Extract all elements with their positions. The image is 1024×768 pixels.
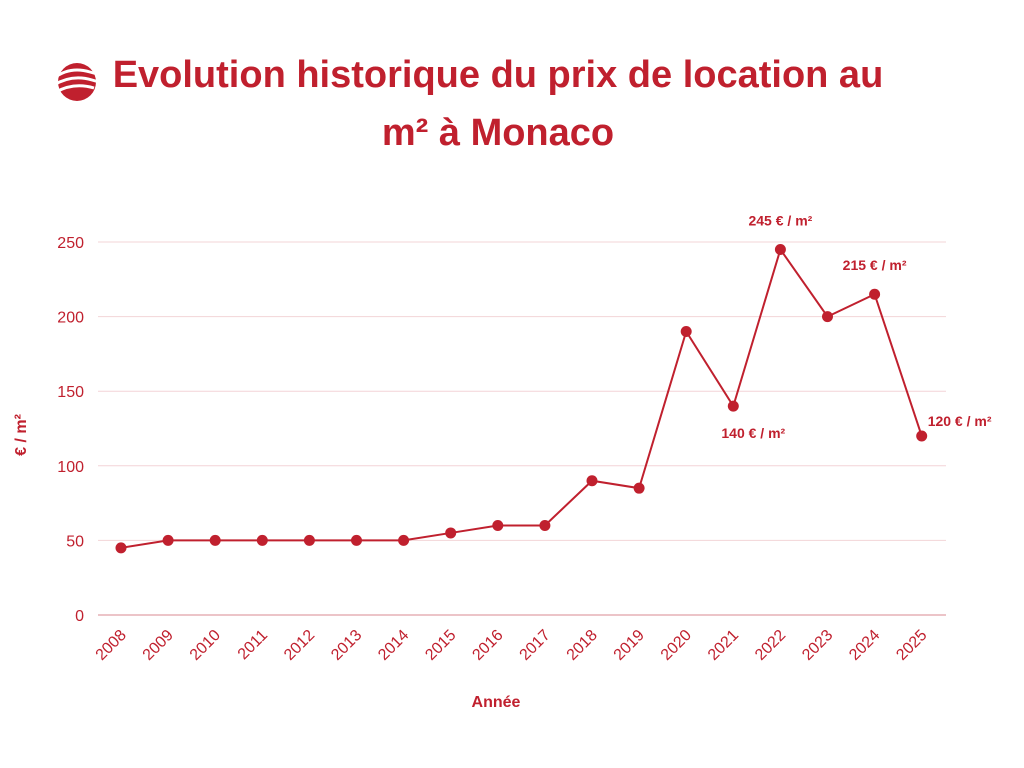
data-point — [162, 534, 174, 546]
x-tick-label: 2013 — [328, 627, 365, 664]
data-point — [539, 519, 551, 531]
data-point — [633, 482, 645, 494]
y-tick-label: 50 — [66, 533, 84, 550]
data-labels: 140 € / m² 245 € / m² 215 € / m² 120 € / m² — [721, 212, 991, 441]
data-point — [115, 542, 127, 554]
x-tick-label: 2018 — [564, 627, 601, 664]
x-axis-title: Année — [472, 694, 521, 711]
data-point — [727, 400, 739, 412]
x-tick-label: 2021 — [705, 627, 742, 664]
y-tick-label: 250 — [57, 235, 84, 252]
data-label: 245 € / m² — [748, 212, 812, 228]
data-point — [303, 534, 315, 546]
x-tick-label: 2010 — [187, 627, 224, 664]
x-tick-label: 2025 — [893, 627, 930, 664]
x-tick-label: 2017 — [517, 627, 554, 664]
y-tick-label: 100 — [57, 459, 84, 476]
data-point — [256, 534, 268, 546]
y-tick-labels: 0 50 100 150 200 250 — [57, 235, 84, 625]
data-label: 215 € / m² — [843, 257, 907, 273]
data-point — [822, 311, 833, 323]
x-tick-label: 2012 — [281, 627, 318, 664]
data-point — [445, 527, 457, 539]
x-tick-label: 2020 — [658, 627, 695, 664]
series-line — [120, 247, 923, 549]
data-point — [398, 534, 410, 546]
data-point — [492, 519, 504, 531]
x-tick-label: 2009 — [140, 627, 177, 664]
x-tick-label: 2022 — [752, 627, 789, 664]
x-tick-label: 2023 — [799, 627, 836, 664]
data-points — [115, 243, 928, 554]
x-tick-label: 2024 — [846, 627, 883, 664]
grid-lines — [98, 241, 946, 616]
data-label: 140 € / m² — [721, 425, 785, 441]
data-point — [351, 534, 362, 546]
data-label: 120 € / m² — [928, 413, 992, 429]
x-tick-label: 2019 — [611, 627, 648, 664]
x-tick-labels: 2008 2009 2010 2011 2012 2013 2014 2015 2016 2017… — [93, 627, 931, 664]
chart-title: Evolution historique du prix de location… — [112, 54, 884, 154]
data-point — [586, 475, 598, 487]
x-tick-label: 2011 — [235, 627, 271, 663]
y-axis-title: € / m² — [13, 414, 30, 456]
x-tick-label: 2015 — [422, 627, 459, 664]
globe-waves-icon — [53, 63, 104, 101]
data-point — [869, 288, 881, 300]
y-tick-label: 0 — [75, 608, 84, 625]
data-point — [209, 534, 221, 546]
y-tick-label: 150 — [57, 384, 84, 401]
data-point — [916, 430, 928, 442]
data-point — [774, 243, 786, 255]
y-tick-label: 200 — [57, 310, 84, 327]
x-tick-label: 2014 — [375, 627, 412, 664]
x-tick-label: 2008 — [93, 627, 130, 664]
x-tick-label: 2016 — [469, 627, 506, 664]
data-point — [680, 326, 692, 338]
